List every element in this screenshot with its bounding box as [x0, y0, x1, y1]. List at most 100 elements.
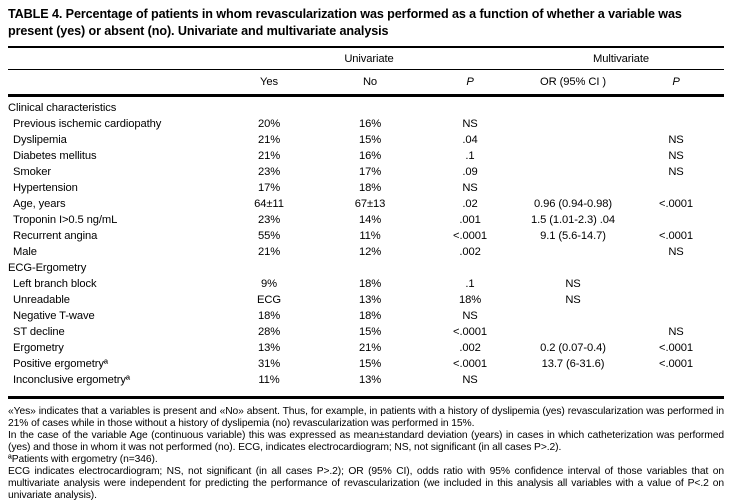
cell-or-ci: 13.7 (6-31.6) [541, 358, 605, 370]
table-row: Left branch block 9% 18% .1 NS [8, 276, 724, 292]
cell-yes: 55% [257, 230, 281, 242]
footnote-age-variable: In the case of the variable Age (continu… [8, 430, 724, 453]
footnote-abbreviations: ECG indicates electrocardiogram; NS, not… [8, 466, 724, 500]
cell-p-univariate: <.0001 [453, 326, 487, 338]
cell-yes: 21% [257, 150, 281, 162]
cell-p-univariate: NS [462, 310, 478, 322]
group-header-rule [8, 69, 724, 70]
cell-no: 11% [359, 230, 381, 242]
cell-yes: 23% [257, 166, 281, 178]
section-label: Clinical characteristics [8, 102, 117, 114]
column-header-p-multivariate: P [672, 76, 680, 88]
cell-or-ci: NS [565, 278, 581, 290]
table-row: Previous ischemic cardiopathy 20% 16% NS [8, 116, 724, 132]
cell-or-ci: 0.96 (0.94-0.98) [533, 198, 612, 210]
table-row: Positive ergometryª 31% 15% <.0001 13.7 … [8, 356, 724, 372]
footnote-yes-no-explanation: «Yes» indicates that a variables is pres… [8, 406, 724, 429]
cell-or-ci: 1.5 (1.01-2.3) .04 [530, 214, 616, 226]
cell-yes: 9% [261, 278, 277, 290]
column-header-no: No [362, 76, 378, 88]
cell-no: 67±13 [354, 198, 386, 210]
row-label: Previous ischemic cardiopathy [13, 118, 162, 130]
table-row: Smoker 23% 17% .09 NS [8, 164, 724, 180]
cell-yes: 11% [258, 374, 280, 386]
table-row: Age, years 64±11 67±13 .02 0.96 (0.94-0.… [8, 196, 724, 212]
cell-no: 14% [358, 214, 382, 226]
cell-p-univariate: .04 [462, 134, 478, 146]
cell-yes: 18% [257, 310, 281, 322]
column-header-rule [8, 94, 724, 97]
cell-p-univariate: NS [462, 374, 478, 386]
cell-or-ci: NS [565, 294, 581, 306]
table-top-rule [8, 46, 724, 48]
cell-p-multivariate: NS [668, 326, 684, 338]
cell-no: 18% [358, 182, 382, 194]
table-row: Male 21% 12% .002 NS [8, 244, 724, 260]
section-label: ECG-Ergometry [8, 262, 87, 274]
table-row: Dyslipemia 21% 15% .04 NS [8, 132, 724, 148]
cell-p-univariate: .002 [459, 246, 481, 258]
cell-no: 13% [358, 374, 382, 386]
column-header-row: Yes No P OR (95% CI ) P [8, 70, 724, 94]
table-row: Recurrent angina 55% 11% <.0001 9.1 (5.6… [8, 228, 724, 244]
cell-p-univariate: NS [462, 182, 478, 194]
row-label: Hypertension [13, 182, 78, 194]
footnote-ergometry-n: ªPatients with ergometry (n=346). [8, 454, 158, 465]
row-label: Diabetes mellitus [13, 150, 97, 162]
row-label: Male [13, 246, 37, 258]
table-row: Troponin I>0.5 ng/mL 23% 14% .001 1.5 (1… [8, 212, 724, 228]
cell-p-multivariate: NS [668, 134, 684, 146]
row-label: Unreadable [13, 294, 70, 306]
cell-p-multivariate: NS [668, 150, 684, 162]
cell-p-univariate: .09 [462, 166, 478, 178]
row-label: Positive ergometryª [13, 358, 108, 370]
group-header-row: Univariate Multivariate [8, 48, 724, 69]
table-bottom-padding [8, 388, 724, 396]
row-label: Inconclusive ergometryª [13, 374, 130, 386]
table-row: Unreadable ECG 13% 18% NS [8, 292, 724, 308]
cell-p-univariate: NS [462, 118, 478, 130]
footnotes: «Yes» indicates that a variables is pres… [8, 406, 724, 500]
cell-p-multivariate: <.0001 [659, 198, 693, 210]
table-row: Diabetes mellitus 21% 16% .1 NS [8, 148, 724, 164]
cell-yes: 17% [257, 182, 281, 194]
group-header-univariate: Univariate [344, 52, 394, 65]
cell-yes: 23% [257, 214, 281, 226]
group-header-multivariate: Multivariate [593, 52, 649, 65]
cell-no: 16% [358, 150, 382, 162]
cell-yes: 13% [257, 342, 281, 354]
table-title: TABLE 4. Percentage of patients in whom … [8, 7, 682, 38]
analysis-table: Univariate Multivariate Yes No P OR (95%… [8, 46, 724, 399]
cell-p-univariate: .02 [462, 198, 478, 210]
cell-yes: 20% [257, 118, 281, 130]
cell-p-multivariate: <.0001 [659, 358, 693, 370]
table-row: Negative T-wave 18% 18% NS [8, 308, 724, 324]
cell-yes: ECG [257, 294, 281, 306]
cell-p-univariate: <.0001 [453, 358, 487, 370]
cell-yes: 21% [257, 246, 281, 258]
row-label: Dyslipemia [13, 134, 67, 146]
cell-p-univariate: 18% [458, 294, 482, 306]
column-header-yes: Yes [260, 76, 278, 88]
table-row: Hypertension 17% 18% NS [8, 180, 724, 196]
cell-p-multivariate: <.0001 [659, 230, 693, 242]
cell-yes: 31% [257, 358, 281, 370]
cell-or-ci: 9.1 (5.6-14.7) [540, 230, 606, 242]
cell-yes: 21% [257, 134, 281, 146]
cell-no: 15% [358, 326, 382, 338]
cell-p-multivariate: <.0001 [659, 342, 693, 354]
column-header-or-ci: OR (95% CI ) [540, 76, 606, 88]
cell-no: 21% [358, 342, 382, 354]
cell-p-univariate: .002 [459, 342, 481, 354]
cell-or-ci: 0.2 (0.07-0.4) [540, 342, 606, 354]
cell-no: 17% [358, 166, 382, 178]
table-body: Clinical characteristics Previous ischem… [8, 97, 724, 388]
row-label: Ergometry [13, 342, 64, 354]
table-row: ST decline 28% 15% <.0001 NS [8, 324, 724, 340]
cell-no: 15% [358, 134, 382, 146]
row-label: Negative T-wave [13, 310, 95, 322]
cell-yes: 64±11 [254, 198, 284, 210]
cell-no: 18% [358, 278, 382, 290]
section-header-row: ECG-Ergometry [8, 260, 724, 276]
